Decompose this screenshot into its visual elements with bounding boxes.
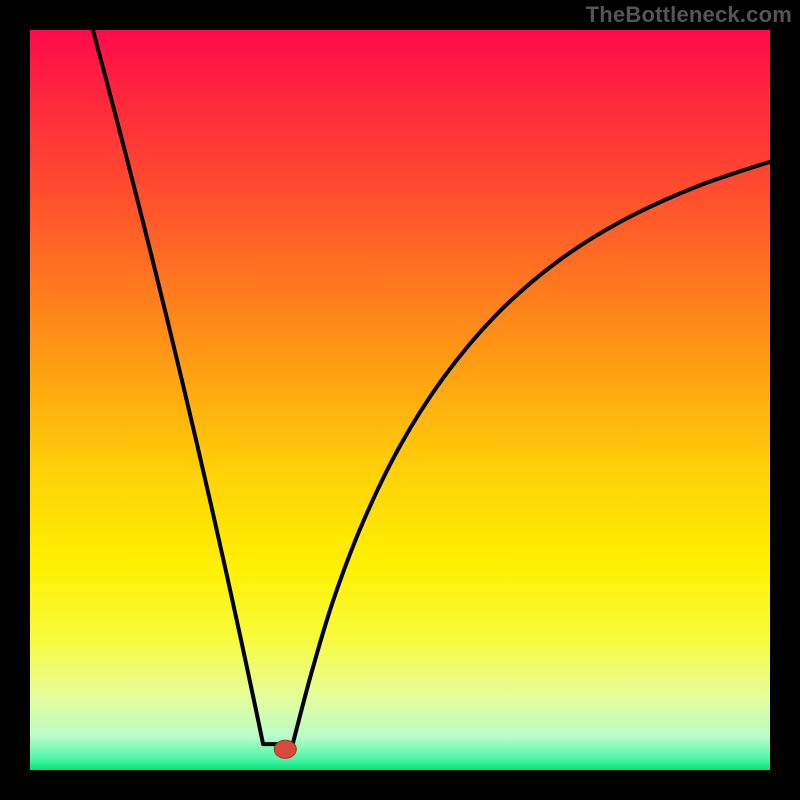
watermark-text: TheBottleneck.com [586,2,792,28]
chart-container: TheBottleneck.com [0,0,800,800]
plot-area [30,30,770,770]
optimal-point-marker [274,740,296,758]
gradient-background [30,30,770,770]
bottleneck-chart-svg [30,30,770,770]
